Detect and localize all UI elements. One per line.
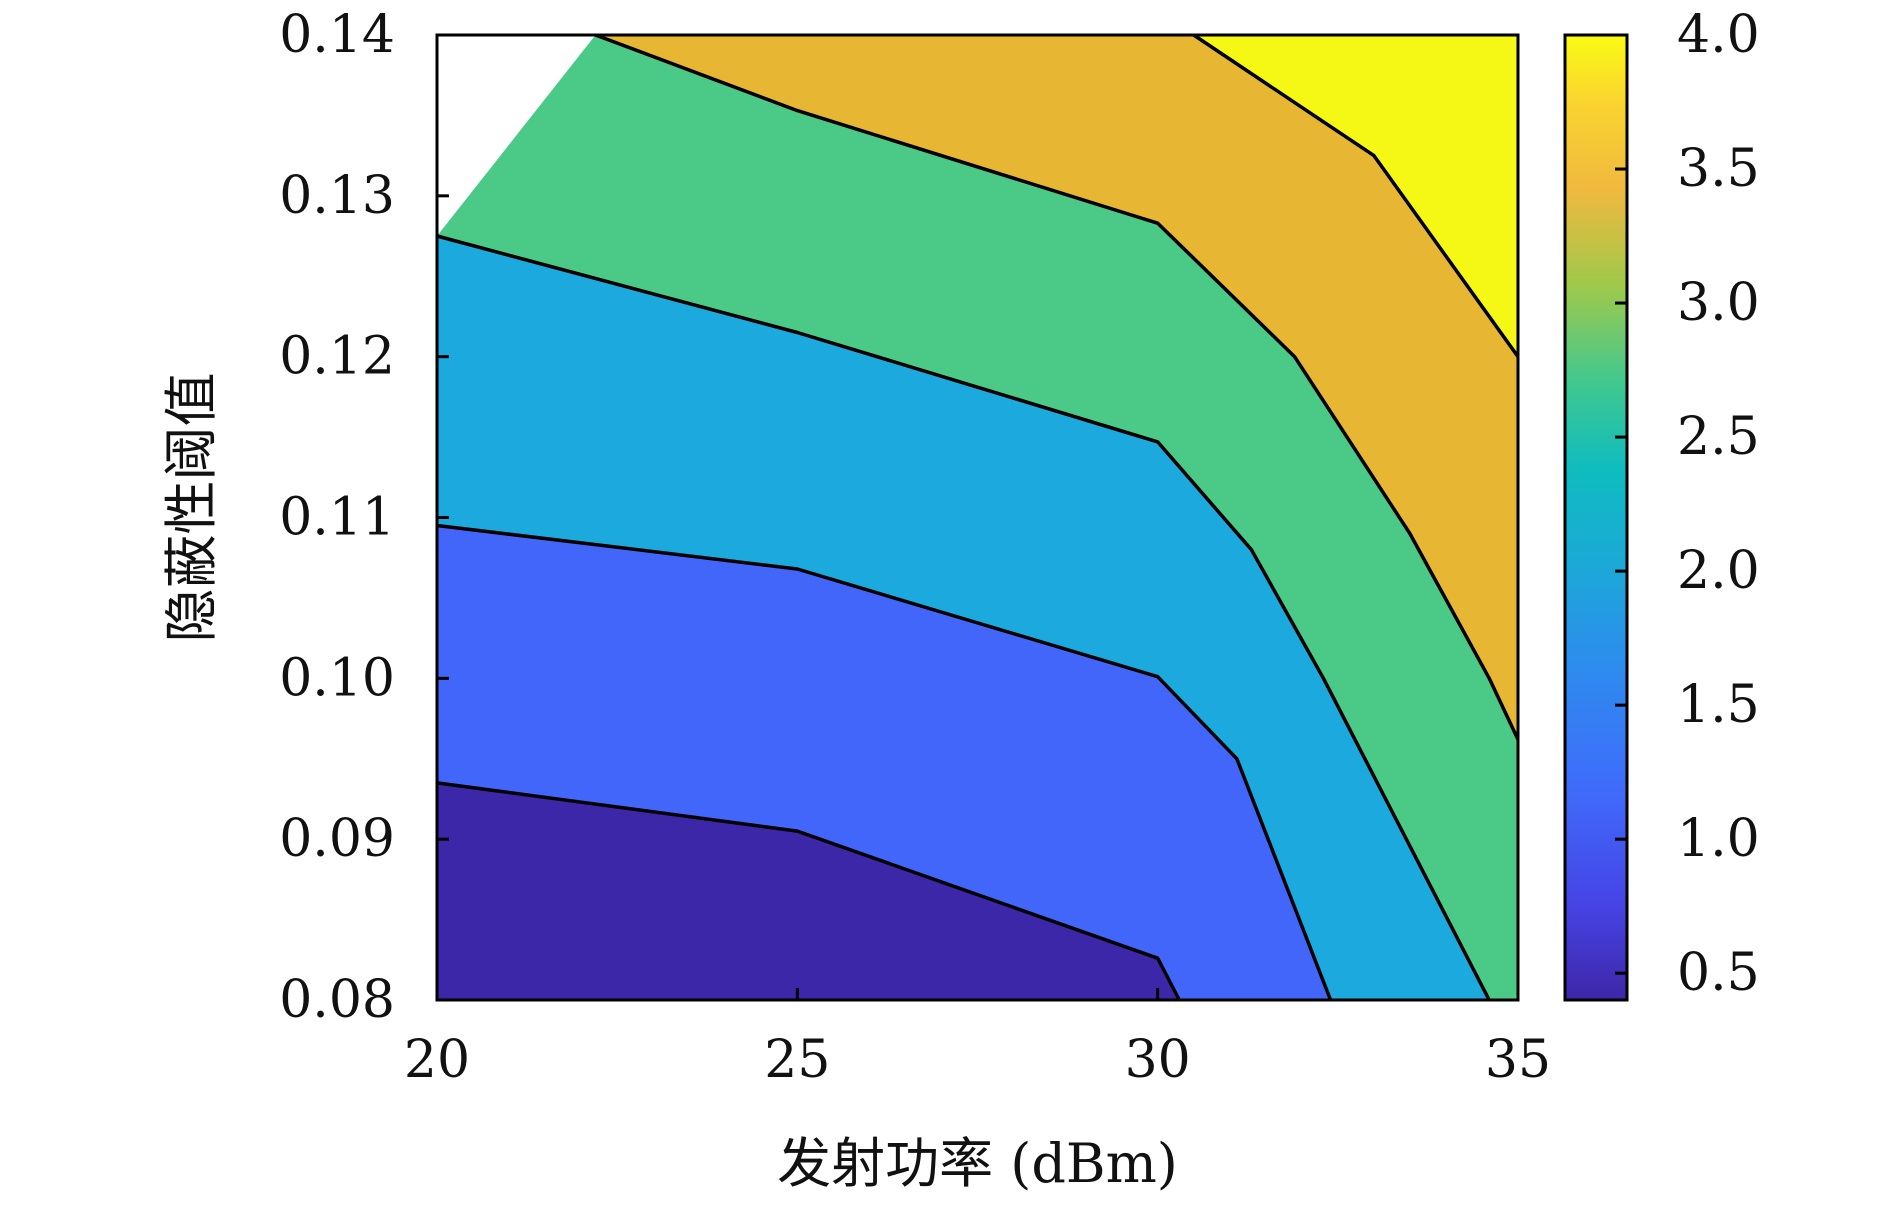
contour-lines [436,33,1520,1001]
y-tick-label: 0.09 [279,809,395,869]
x-axis-label: 发射功率 (dBm) [777,1132,1178,1195]
y-tick-label: 0.11 [279,488,395,548]
colorbar-tick-label: 1.0 [1677,809,1760,869]
y-tick-label: 0.08 [279,970,395,1030]
contour-line-3.5 [594,33,1520,741]
contour-band-5 [595,35,1518,740]
contour-line-1.0 [436,781,1181,1001]
contour-line-4.0 [1192,33,1520,358]
colorbar-tick-label: 3.5 [1677,139,1760,199]
colorbar-tick-label: 2.5 [1677,407,1760,467]
contour-line-1.5 [436,523,1333,1001]
y-axis: 0.08 0.09 0.10 0.11 0.12 0.13 0.14 [279,5,449,1030]
y-tick-label: 0.10 [279,648,395,708]
x-tick-label: 35 [1485,1030,1551,1090]
contour-band-1 [437,782,1180,1000]
y-tick-label: 0.13 [279,166,395,226]
x-tick-label: 25 [764,1030,830,1090]
x-tick-label: 30 [1125,1030,1191,1090]
colorbar-ticks: 0.5 1.0 1.5 2.0 2.5 3.0 3.5 4.0 [1615,5,1760,1003]
contour-band-2 [437,525,1331,1000]
contour-fills [437,35,1518,1000]
colorbar-tick-label: 4.0 [1677,5,1760,65]
x-axis: 20 25 30 35 [404,988,1551,1090]
contour-band-4 [437,35,1518,1000]
contour-band-6 [1193,35,1518,357]
colorbar-tick-label: 3.0 [1677,273,1760,333]
colorbar-tick-label: 1.5 [1677,675,1760,735]
x-tick-label: 20 [404,1030,470,1090]
y-tick-label: 0.12 [279,327,395,387]
colorbar [1563,33,1629,1002]
colorbar-tick-label: 2.0 [1677,541,1760,601]
colorbar-tick-label: 0.5 [1677,943,1760,1003]
contour-line-2.5 [436,234,1491,1001]
y-tick-label: 0.14 [279,5,395,65]
y-axis-label: 隐蔽性阈值 [160,373,223,643]
